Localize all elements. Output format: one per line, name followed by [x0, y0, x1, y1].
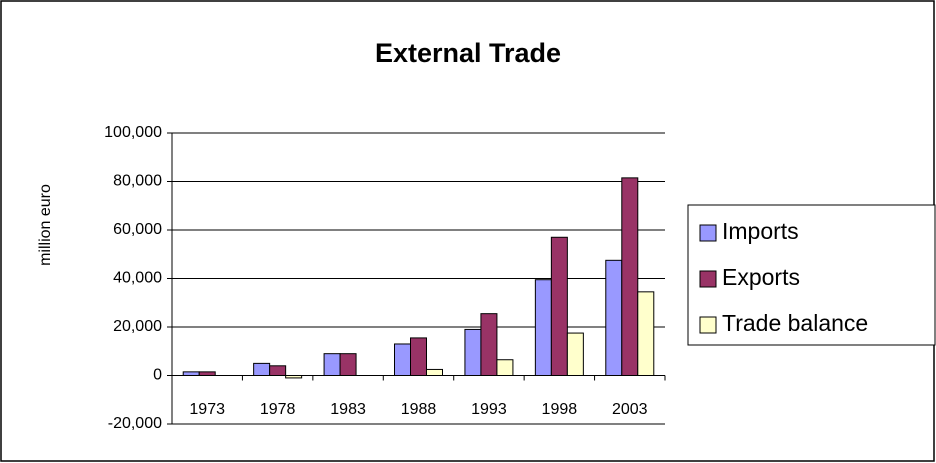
x-tick-label: 2003	[612, 401, 648, 418]
chart-title: External Trade	[375, 38, 561, 68]
x-tick-label: 1998	[542, 401, 578, 418]
y-tick-label: 0	[153, 367, 162, 384]
y-tick-label: 100,000	[104, 124, 162, 141]
bar	[464, 328, 482, 376]
x-tick-label: 1993	[471, 401, 507, 418]
y-axis-title: million euro	[37, 184, 54, 266]
bar	[426, 368, 443, 376]
bar	[480, 313, 498, 377]
bar	[496, 359, 514, 376]
legend-label: Trade balance	[722, 310, 868, 336]
bar	[566, 332, 584, 376]
y-tick-label: 60,000	[113, 221, 162, 238]
legend-label: Exports	[722, 264, 800, 290]
bar	[339, 353, 357, 376]
legend-swatch	[699, 270, 717, 288]
bar	[394, 343, 411, 377]
y-tick-label: -20,000	[108, 415, 162, 432]
legend-label: Imports	[722, 218, 799, 244]
legend-box	[687, 204, 936, 346]
y-tick-label: 20,000	[113, 318, 162, 335]
bar	[182, 371, 200, 376]
legend-swatch	[699, 224, 717, 242]
legend-swatch	[699, 316, 717, 334]
y-tick-label: 40,000	[113, 270, 162, 287]
bar	[269, 365, 287, 376]
bar	[198, 371, 216, 376]
x-tick-label: 1973	[189, 401, 225, 418]
bar	[410, 337, 427, 377]
bar	[253, 362, 271, 376]
bar	[534, 279, 552, 376]
bar	[605, 259, 623, 376]
bar	[637, 291, 655, 376]
bar	[621, 177, 639, 376]
x-tick-label: 1988	[401, 401, 437, 418]
x-tick-label: 1983	[330, 401, 366, 418]
bar	[550, 236, 568, 376]
x-tick-label: 1978	[260, 401, 296, 418]
y-tick-label: 80,000	[113, 173, 162, 190]
bar	[323, 353, 341, 376]
